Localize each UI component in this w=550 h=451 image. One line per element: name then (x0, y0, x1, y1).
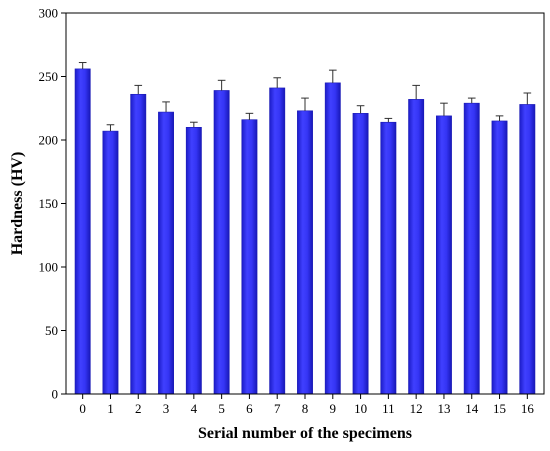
error-bar-5 (217, 79, 226, 91)
y-tick-label-300: 300 (39, 6, 59, 21)
error-bar-1 (106, 124, 115, 132)
bar-4 (185, 127, 202, 395)
x-ticks-layer: 0 1 2 3 4 5 6 7 8 9 10 11 12 13 14 15 16 (79, 394, 534, 416)
x-tick-label-1: 1 (107, 401, 114, 416)
y-tick-label-100: 100 (39, 260, 59, 275)
bar-6 (241, 119, 258, 395)
x-tick-label-4: 4 (191, 401, 198, 416)
x-tick-label-16: 16 (521, 401, 535, 416)
error-bar-14 (467, 97, 476, 104)
y-axis-title: Hardness (HV) (9, 152, 26, 256)
error-bar-6 (245, 112, 254, 120)
bar-1 (102, 130, 119, 395)
y-ticks-layer: 0 50 100 150 200 250 300 (39, 6, 66, 402)
bar-5 (213, 90, 230, 395)
bar-3 (158, 111, 174, 395)
x-tick-label-14: 14 (465, 401, 479, 416)
bar-12 (408, 99, 425, 395)
bar-16 (519, 104, 536, 395)
x-axis-title: Serial number of the specimens (198, 425, 412, 442)
error-bar-15 (495, 115, 504, 121)
bar-8 (297, 110, 313, 395)
x-tick-label-11: 11 (382, 401, 395, 416)
error-bar-16 (523, 92, 532, 105)
y-tick-label-0: 0 (52, 387, 59, 402)
bar-7 (269, 87, 286, 395)
bar-2 (130, 93, 147, 395)
x-tick-label-0: 0 (79, 401, 86, 416)
y-tick-label-50: 50 (45, 323, 58, 338)
x-tick-label-8: 8 (302, 401, 309, 416)
error-bar-11 (384, 117, 393, 123)
bar-15 (491, 120, 508, 395)
x-tick-label-9: 9 (330, 401, 337, 416)
x-tick-label-10: 10 (354, 401, 367, 416)
bar-10 (352, 113, 369, 395)
bar-11 (380, 121, 397, 395)
y-tick-label-150: 150 (39, 196, 59, 211)
error-bars-layer (78, 62, 532, 132)
y-tick-label-250: 250 (39, 69, 59, 84)
bar-14 (463, 102, 480, 395)
error-bar-10 (356, 105, 365, 114)
y-tick-label-200: 200 (39, 133, 59, 148)
x-tick-label-7: 7 (274, 401, 281, 416)
x-tick-label-15: 15 (493, 401, 506, 416)
x-tick-label-6: 6 (246, 401, 253, 416)
error-bar-13 (440, 102, 448, 116)
error-bar-9 (328, 69, 337, 83)
bar-13 (436, 115, 452, 395)
x-tick-label-5: 5 (218, 401, 225, 416)
bars-layer (74, 68, 536, 395)
error-bar-7 (273, 77, 282, 88)
x-tick-label-2: 2 (135, 401, 142, 416)
x-tick-label-12: 12 (410, 401, 423, 416)
x-tick-label-13: 13 (437, 401, 450, 416)
error-bar-8 (301, 97, 309, 111)
error-bar-2 (134, 84, 143, 95)
error-bar-4 (190, 121, 198, 128)
error-bar-12 (412, 84, 420, 100)
bar-9 (324, 82, 341, 395)
bar-0 (74, 68, 91, 395)
error-bar-3 (162, 101, 170, 113)
x-tick-label-3: 3 (163, 401, 170, 416)
error-bar-0 (78, 62, 87, 69)
